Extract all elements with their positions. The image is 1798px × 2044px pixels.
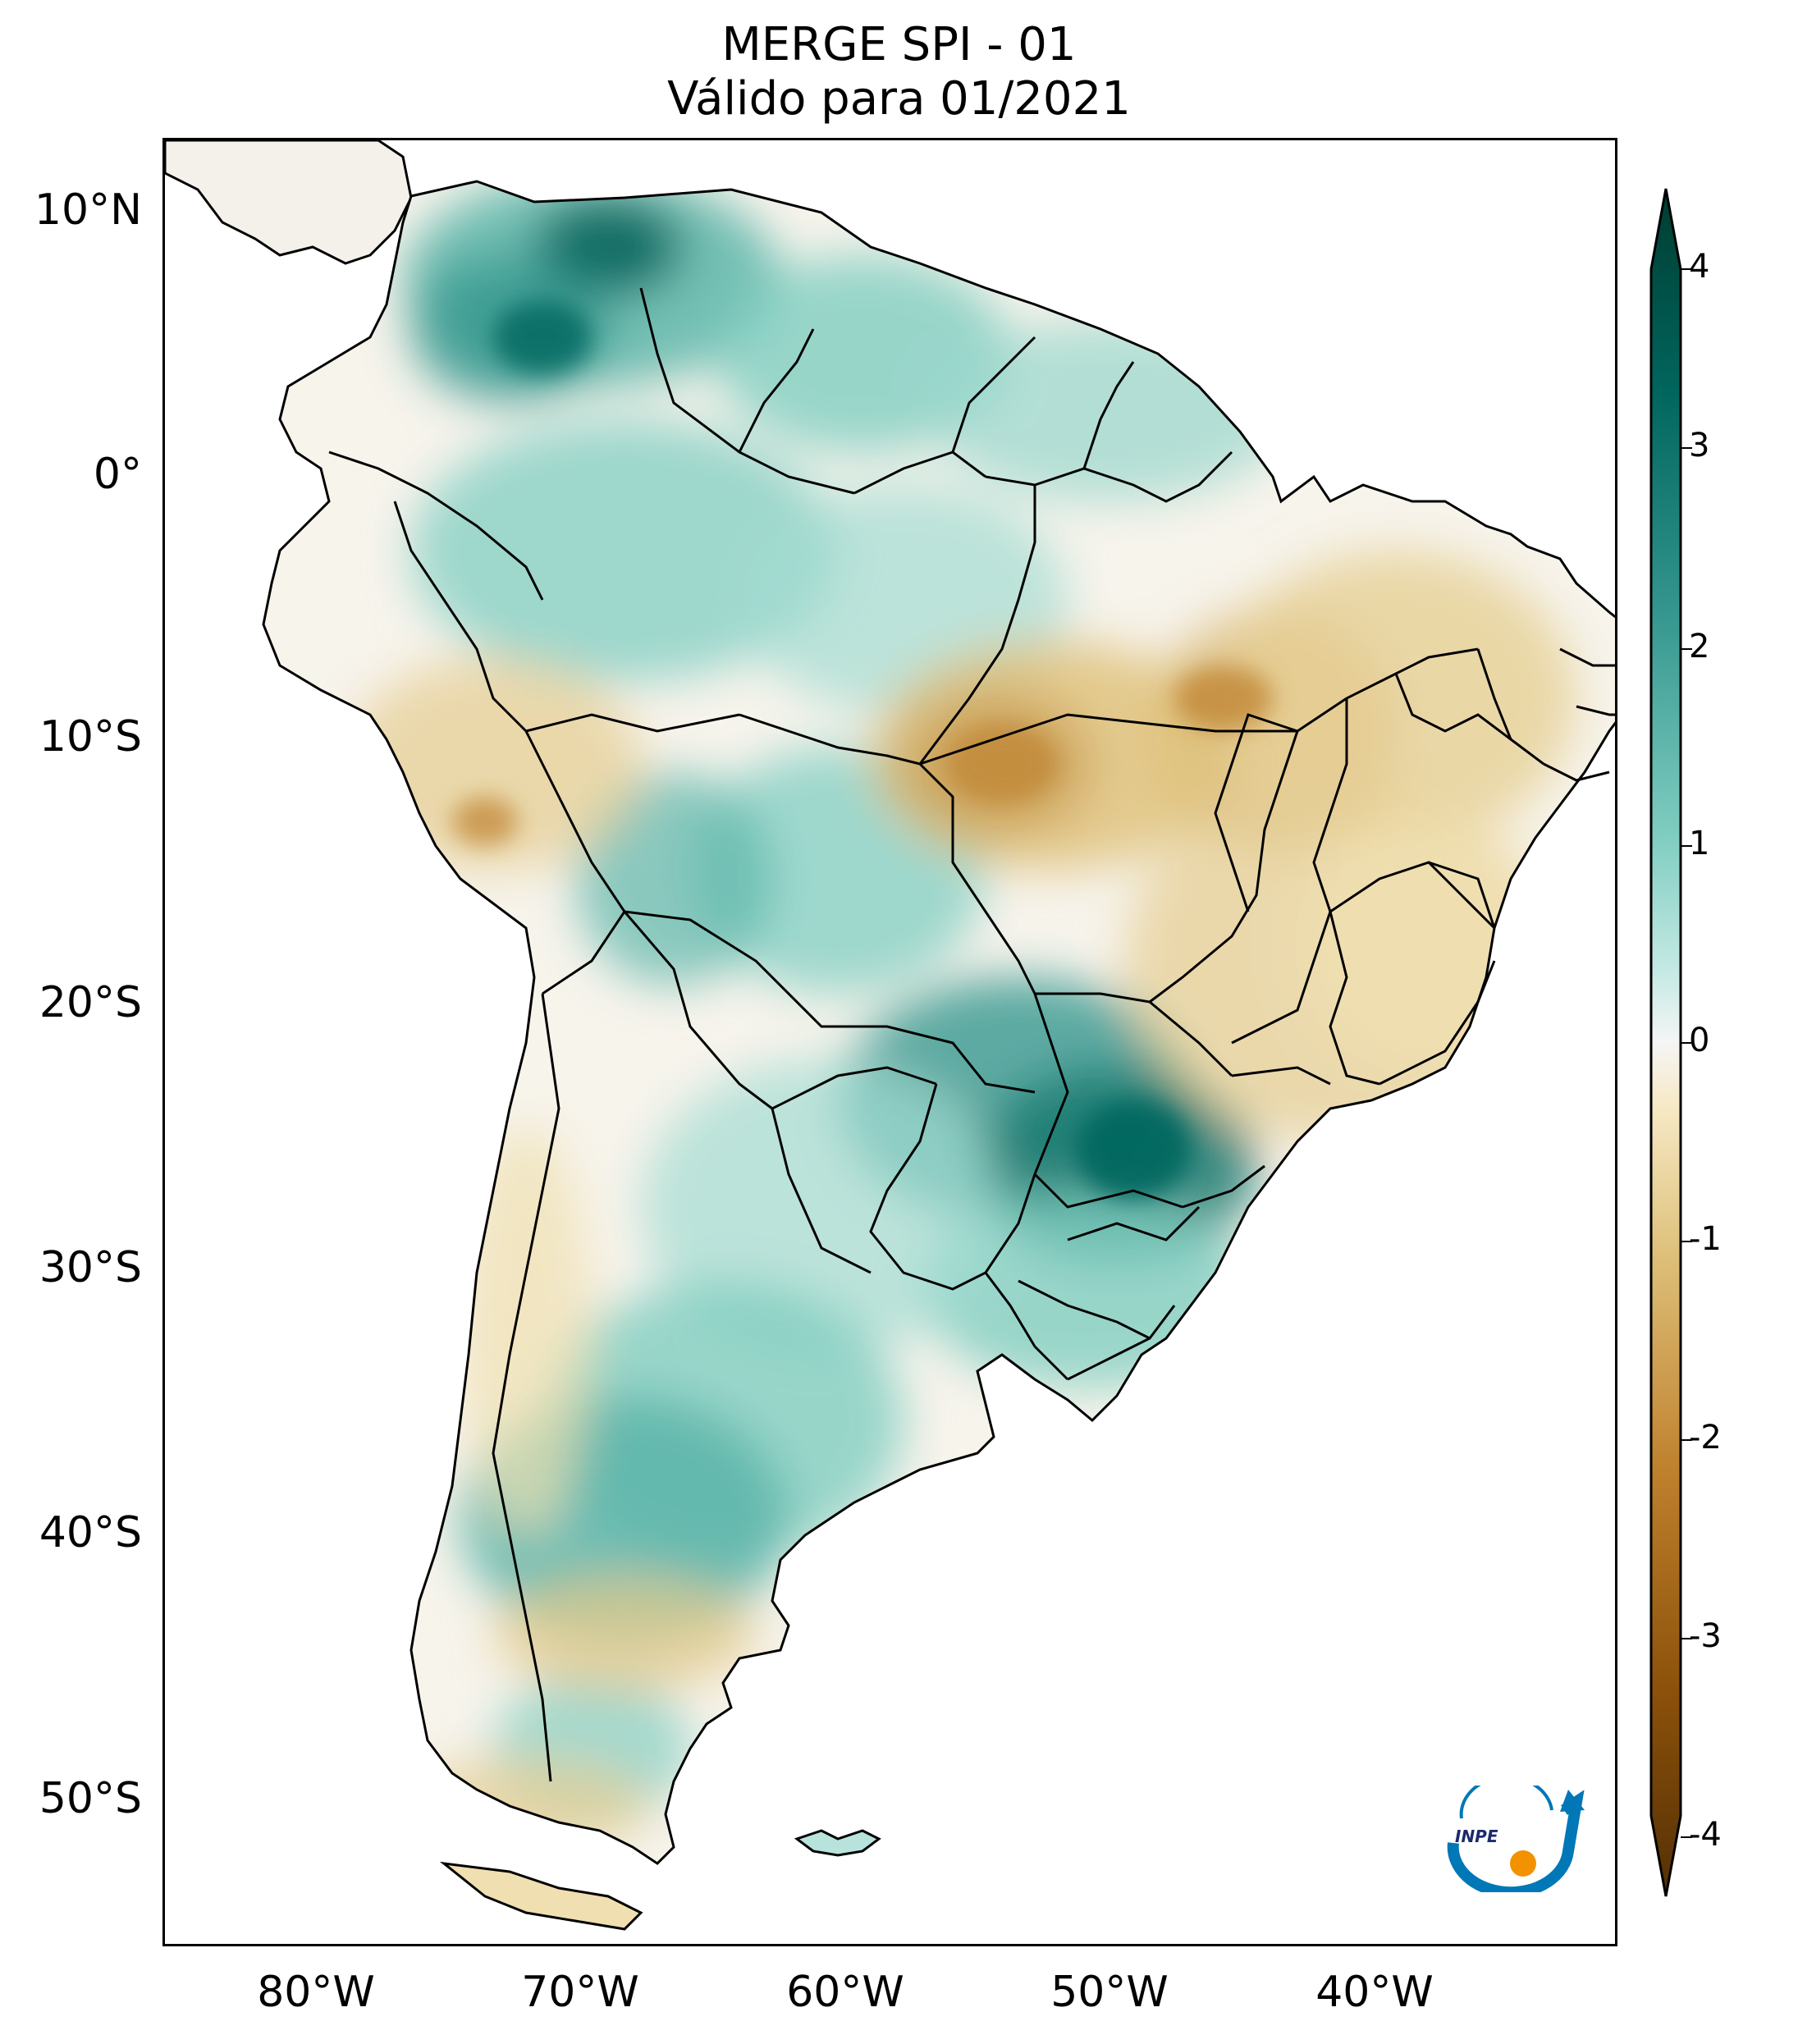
colorbar [1649,187,1682,1898]
colorbar-tick-0: 0 [1689,1022,1710,1059]
colorbar-tick-3: 3 [1689,427,1710,464]
lon-label-40w: 40°W [1315,1968,1434,2017]
lat-label-10n: 10°N [34,185,142,235]
map-subtitle: Válido para 01/2021 [667,72,1131,126]
lat-label-30s: 30°S [39,1243,142,1292]
colorbar-gradient [1649,188,1682,1897]
map-panel: INPE [162,138,1617,1946]
lon-label-70w: 70°W [521,1968,639,2017]
colorbar-tick-4: 4 [1689,248,1710,286]
colorbar-tick-neg1: -1 [1689,1220,1722,1258]
colorbar-tick-2: 2 [1689,628,1710,665]
lat-label-0: 0° [93,450,142,499]
lat-label-20s: 20°S [39,978,142,1027]
lon-label-50w: 50°W [1050,1968,1169,2017]
colorbar-tick-neg3: -3 [1689,1617,1722,1655]
lon-label-80w: 80°W [257,1968,375,2017]
tierra-del-fuego [439,1861,643,1931]
central-america-landmass [165,140,413,265]
colorbar-tick-neg4: -4 [1689,1816,1722,1854]
country-borders [328,287,1615,1782]
lat-label-10s: 10°S [39,712,142,761]
spi-map [165,140,1615,1931]
falkland-islands [794,1829,881,1857]
inpe-logo-text: INPE [1455,1827,1498,1846]
lat-label-40s: 40°S [39,1508,142,1557]
lon-label-60w: 60°W [786,1968,904,2017]
lat-label-50s: 50°S [39,1774,142,1823]
colorbar-tick-neg2: -2 [1689,1419,1722,1456]
inpe-logo: INPE [1445,1775,1585,1899]
map-title: MERGE SPI - 01 [721,18,1077,71]
colorbar-tick-1: 1 [1689,825,1710,862]
